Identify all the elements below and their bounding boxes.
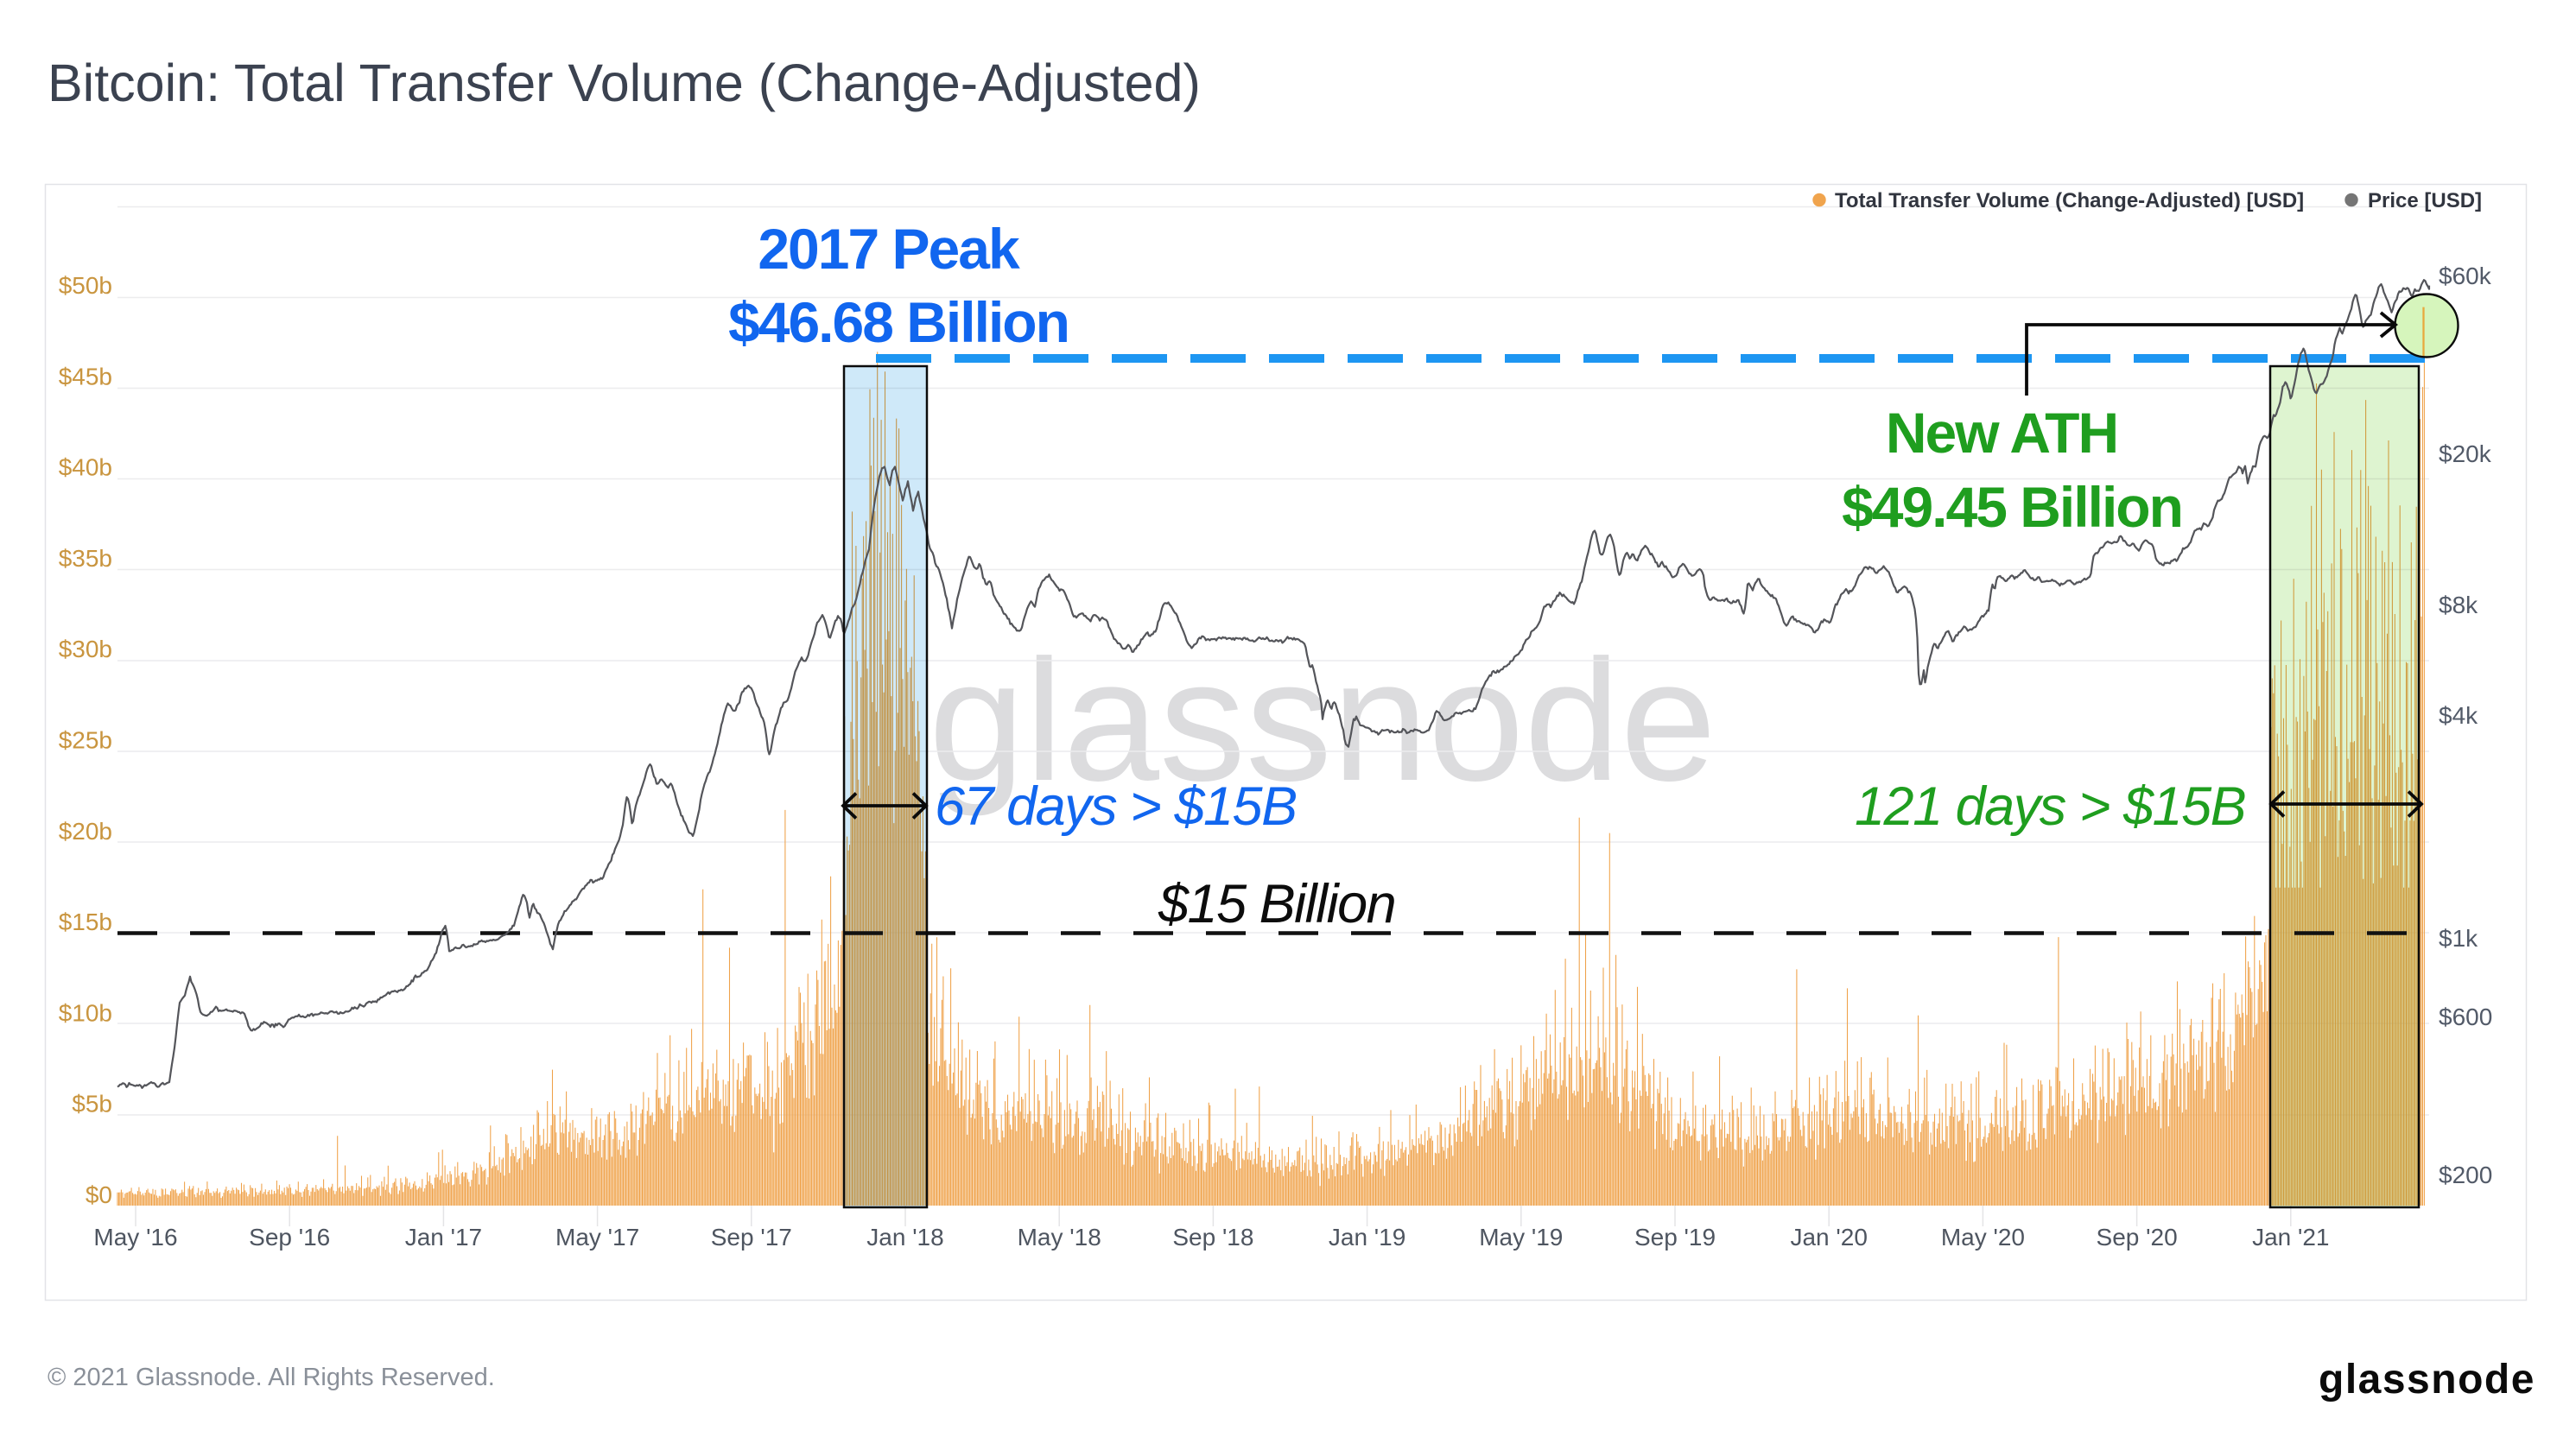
svg-text:$35b: $35b — [59, 545, 112, 572]
svg-text:$46.68 Billion: $46.68 Billion — [728, 290, 1069, 354]
svg-text:$60k: $60k — [2439, 263, 2492, 289]
svg-text:$4k: $4k — [2439, 702, 2478, 729]
svg-text:Sep '17: Sep '17 — [711, 1224, 792, 1251]
svg-text:$20b: $20b — [59, 818, 112, 845]
svg-text:2017 Peak: 2017 Peak — [758, 217, 1020, 281]
svg-text:Jan '20: Jan '20 — [1790, 1224, 1867, 1251]
svg-text:Sep '18: Sep '18 — [1172, 1224, 1253, 1251]
svg-text:$10b: $10b — [59, 999, 112, 1026]
svg-text:Jan '21: Jan '21 — [2252, 1224, 2329, 1251]
svg-text:$1k: $1k — [2439, 925, 2478, 952]
svg-text:$0: $0 — [86, 1181, 112, 1208]
svg-text:$30b: $30b — [59, 636, 112, 662]
svg-text:$40b: $40b — [59, 454, 112, 481]
svg-text:New ATH: New ATH — [1886, 401, 2117, 465]
svg-text:May '16: May '16 — [93, 1224, 177, 1251]
svg-text:$200: $200 — [2439, 1162, 2492, 1188]
svg-text:May '19: May '19 — [1479, 1224, 1563, 1251]
svg-text:Sep '19: Sep '19 — [1634, 1224, 1716, 1251]
svg-text:Sep '16: Sep '16 — [249, 1224, 330, 1251]
svg-text:glassnode: glassnode — [929, 624, 1716, 817]
svg-text:glassnode: glassnode — [2319, 1357, 2535, 1403]
svg-text:Jan '18: Jan '18 — [866, 1224, 943, 1251]
svg-text:Sep '20: Sep '20 — [2097, 1224, 2178, 1251]
svg-text:$45b: $45b — [59, 363, 112, 389]
svg-text:May '18: May '18 — [1018, 1224, 1101, 1251]
svg-text:$25b: $25b — [59, 727, 112, 754]
svg-text:May '20: May '20 — [1941, 1224, 2025, 1251]
svg-text:$5b: $5b — [72, 1091, 112, 1118]
svg-text:Jan '17: Jan '17 — [405, 1224, 482, 1251]
svg-text:$600: $600 — [2439, 1004, 2492, 1030]
svg-text:$15 Billion: $15 Billion — [1158, 874, 1395, 934]
svg-text:Bitcoin: Total Transfer Volume: Bitcoin: Total Transfer Volume (Change-A… — [48, 54, 1201, 112]
svg-text:$20k: $20k — [2439, 440, 2492, 467]
svg-text:$50b: $50b — [59, 272, 112, 299]
svg-text:$15b: $15b — [59, 909, 112, 935]
svg-text:67 days > $15B: 67 days > $15B — [935, 776, 1297, 837]
svg-text:121 days > $15B: 121 days > $15B — [1855, 776, 2245, 837]
svg-text:$8k: $8k — [2439, 592, 2478, 618]
svg-text:Jan '19: Jan '19 — [1329, 1224, 1405, 1251]
svg-text:Total Transfer Volume (Change-: Total Transfer Volume (Change-Adjusted) … — [1835, 189, 2304, 212]
svg-text:Price [USD]: Price [USD] — [2368, 189, 2482, 212]
svg-text:© 2021 Glassnode. All Rights R: © 2021 Glassnode. All Rights Reserved. — [48, 1364, 495, 1391]
svg-text:May '17: May '17 — [555, 1224, 639, 1251]
svg-text:$49.45 Billion: $49.45 Billion — [1842, 475, 2182, 539]
